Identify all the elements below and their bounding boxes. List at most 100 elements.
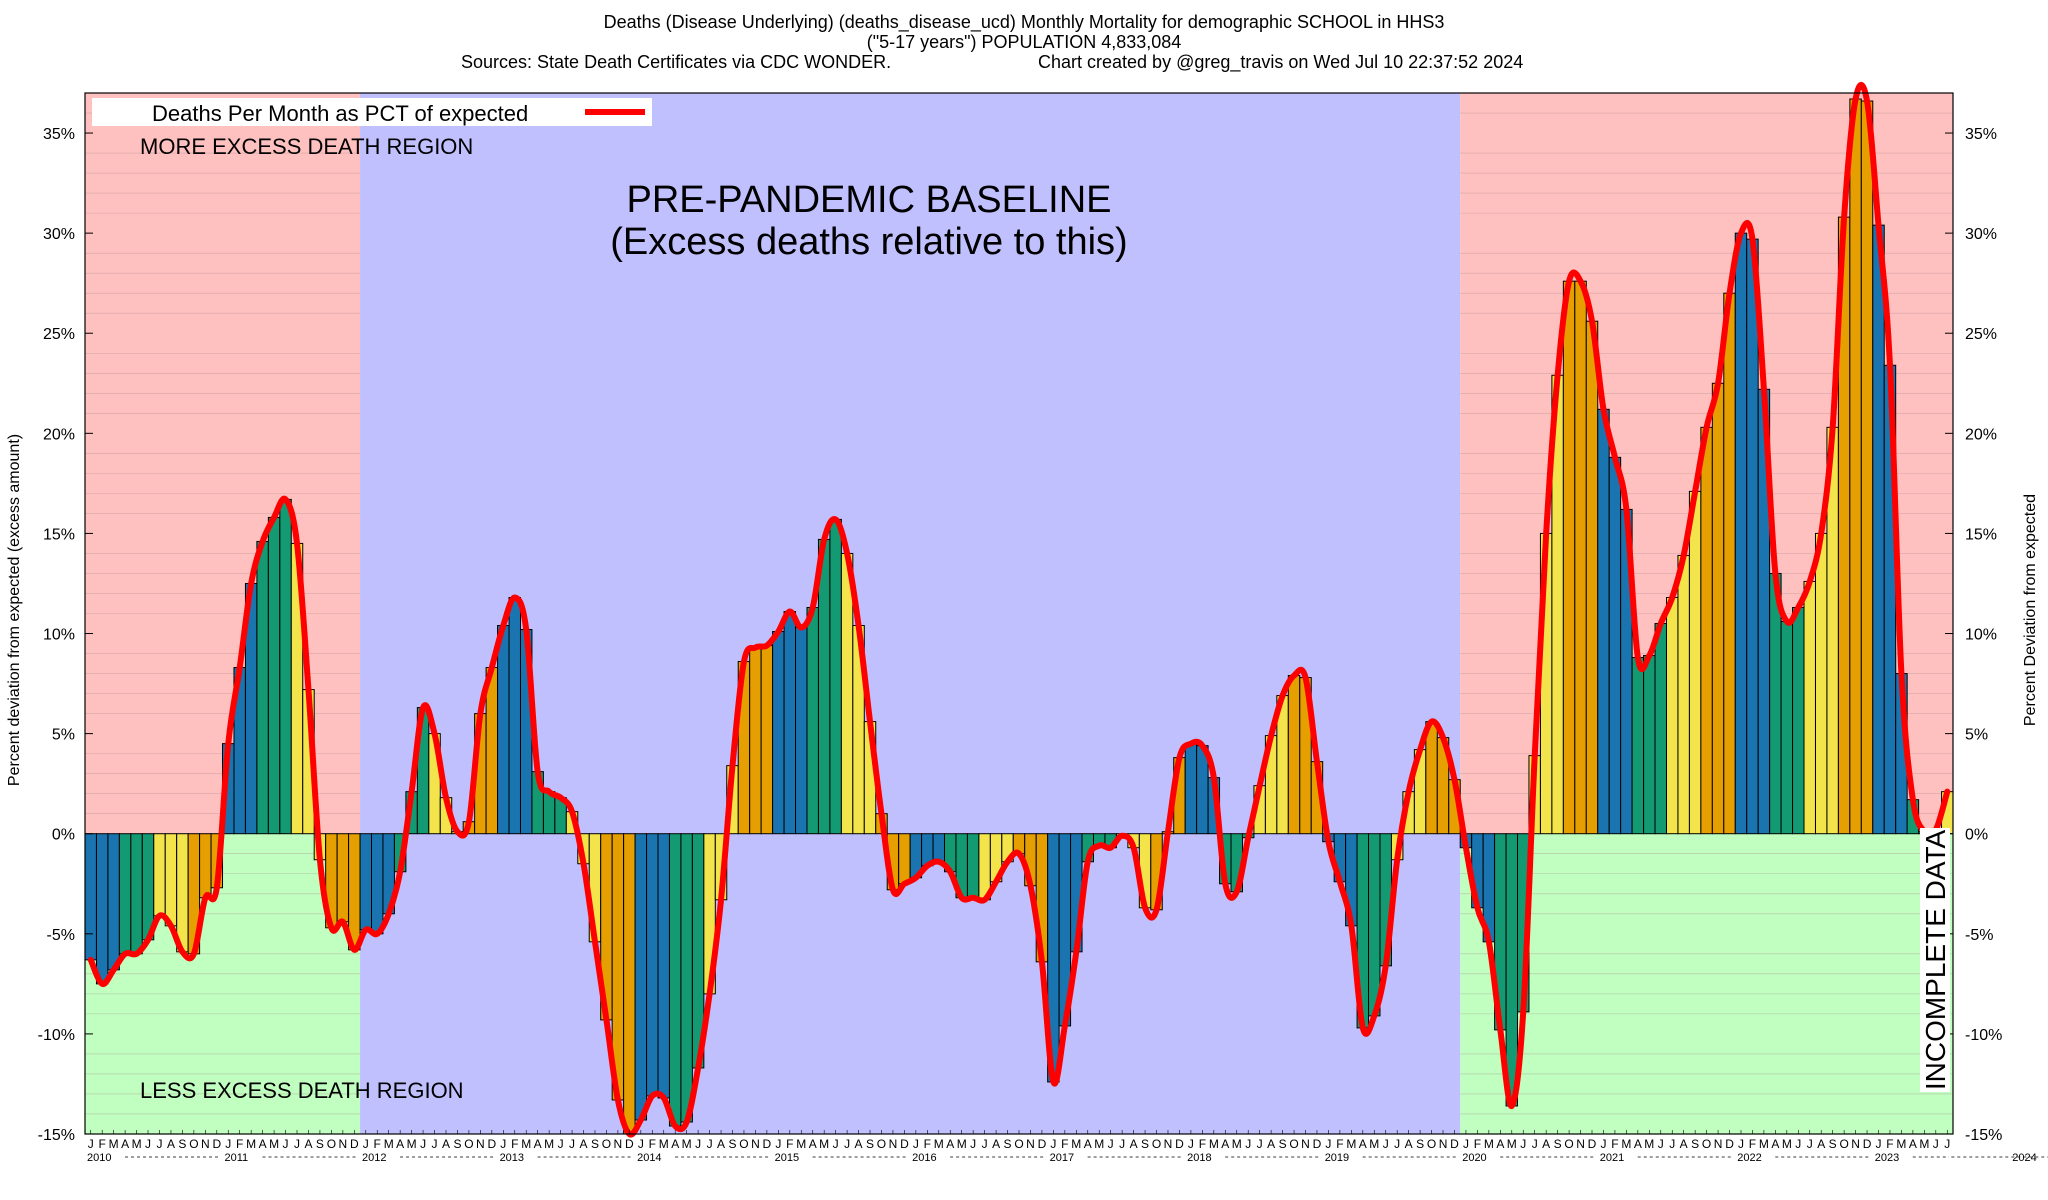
x-month-label: J: [88, 1137, 94, 1151]
x-month-label: M: [1484, 1137, 1494, 1151]
x-month-label: S: [316, 1137, 324, 1151]
bar-135: [1631, 657, 1645, 835]
x-month-label: A: [1405, 1137, 1413, 1151]
chart-credit-text: Chart created by @greg_travis on Wed Jul…: [1038, 52, 1524, 72]
bar-6: [153, 833, 166, 917]
x-month-label: F: [924, 1137, 931, 1151]
bar-63: [806, 606, 819, 835]
x-month-label: F: [99, 1137, 106, 1151]
x-year-label: 2019: [1325, 1152, 1349, 1164]
x-month-label: F: [1749, 1137, 1756, 1151]
x-month-label: N: [1164, 1137, 1173, 1151]
bar-50: [657, 833, 670, 1099]
bar-36: [497, 625, 510, 835]
x-month-label: F: [511, 1137, 518, 1151]
bar-139: [1677, 554, 1690, 835]
x-month-label: S: [1829, 1137, 1837, 1151]
bar-133: [1608, 456, 1622, 835]
x-month-label: M: [1507, 1137, 1517, 1151]
x-month-label: O: [877, 1137, 886, 1151]
x-month-label: A: [121, 1137, 129, 1151]
incomplete-data-label-group: INCOMPLETE DATA: [1920, 828, 1951, 1092]
x-month-label: A: [1680, 1137, 1688, 1151]
y-tick-label-right: 20%: [1965, 426, 1997, 443]
x-year-label: 2021: [1600, 1152, 1624, 1164]
x-month-label: J: [1876, 1137, 1882, 1151]
x-month-label: M: [1621, 1137, 1631, 1151]
x-month-label: J: [294, 1137, 300, 1151]
x-month-label: D: [1175, 1137, 1184, 1151]
y-axis-left-title: Percent deviation from expected (excess …: [6, 434, 23, 786]
x-month-label: A: [304, 1137, 312, 1151]
x-month-label: F: [1336, 1137, 1343, 1151]
x-month-label: D: [212, 1137, 221, 1151]
x-month-label: F: [374, 1137, 381, 1151]
bar-136: [1643, 655, 1656, 835]
x-month-label: N: [476, 1137, 485, 1151]
x-year-label: 2024: [2012, 1152, 2036, 1164]
x-month-label: D: [1725, 1137, 1734, 1151]
bar-49: [646, 833, 659, 1097]
x-month-label: M: [1896, 1137, 1906, 1151]
y-tick-label-left: 20%: [43, 426, 75, 443]
x-month-label: J: [1520, 1137, 1526, 1151]
x-month-label: S: [1416, 1137, 1424, 1151]
incomplete-data-label: INCOMPLETE DATA: [1920, 830, 1951, 1091]
x-month-label: N: [1851, 1137, 1860, 1151]
x-month-label: O: [1014, 1137, 1023, 1151]
x-month-label: J: [1257, 1137, 1263, 1151]
x-year-label: 2020: [1462, 1152, 1486, 1164]
bar-77: [966, 833, 980, 899]
x-month-label: J: [145, 1137, 151, 1151]
y-tick-label-right: 30%: [1965, 226, 1997, 243]
x-month-label: M: [1346, 1137, 1356, 1151]
y-tick-label-left: -15%: [38, 1127, 75, 1144]
x-month-label: A: [717, 1137, 725, 1151]
x-month-label: S: [1141, 1137, 1149, 1151]
x-month-label: S: [1004, 1137, 1012, 1151]
x-month-label: J: [1807, 1137, 1813, 1151]
series-line-layer: [87, 81, 1951, 1138]
x-month-label: F: [1611, 1137, 1618, 1151]
x-month-label: A: [1130, 1137, 1138, 1151]
excess-region-bg-pre: [85, 93, 361, 834]
x-month-label: O: [602, 1137, 611, 1151]
bar-61: [783, 610, 797, 835]
bar-22: [336, 833, 350, 923]
x-month-label: A: [1817, 1137, 1825, 1151]
x-month-label: O: [1152, 1137, 1161, 1151]
more-excess-label: MORE EXCESS DEATH REGION: [140, 134, 473, 159]
x-month-label: J: [432, 1137, 438, 1151]
x-month-label: A: [1634, 1137, 1642, 1151]
x-month-label: J: [1188, 1137, 1194, 1151]
x-month-label: M: [1919, 1137, 1929, 1151]
x-month-label: J: [1738, 1137, 1744, 1151]
x-month-label: D: [763, 1137, 772, 1151]
bar-8: [176, 833, 189, 953]
bar-10: [199, 833, 212, 899]
x-month-label: A: [809, 1137, 817, 1151]
x-month-label: A: [396, 1137, 404, 1151]
y-tick-label-right: -10%: [1965, 1027, 2002, 1044]
baseline-label-2: (Excess deaths relative to this): [610, 221, 1127, 263]
x-month-label: N: [751, 1137, 760, 1151]
incomplete-data-label-bg: [1920, 828, 1950, 1092]
baseline-region-bg: [360, 93, 1461, 1134]
bar-64: [817, 538, 831, 835]
bar-60: [772, 631, 785, 835]
x-month-label: A: [167, 1137, 175, 1151]
x-month-label: A: [855, 1137, 863, 1151]
x-month-label: J: [225, 1137, 231, 1151]
x-month-label: A: [1771, 1137, 1779, 1151]
baseline-label-1: PRE-PANDEMIC BASELINE: [627, 179, 1112, 221]
bar-15: [256, 540, 269, 835]
x-month-label: J: [1383, 1137, 1389, 1151]
x-month-label: O: [739, 1137, 748, 1151]
x-month-label: O: [1702, 1137, 1711, 1151]
x-month-label: J: [707, 1137, 713, 1151]
x-month-label: J: [420, 1137, 426, 1151]
x-month-label: D: [900, 1137, 909, 1151]
x-month-label: M: [1369, 1137, 1379, 1151]
x-month-label: N: [614, 1137, 623, 1151]
x-month-label: A: [534, 1137, 542, 1151]
